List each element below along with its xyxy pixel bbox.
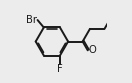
Text: Br: Br bbox=[26, 15, 37, 25]
Text: O: O bbox=[88, 45, 96, 55]
Text: F: F bbox=[57, 64, 63, 74]
